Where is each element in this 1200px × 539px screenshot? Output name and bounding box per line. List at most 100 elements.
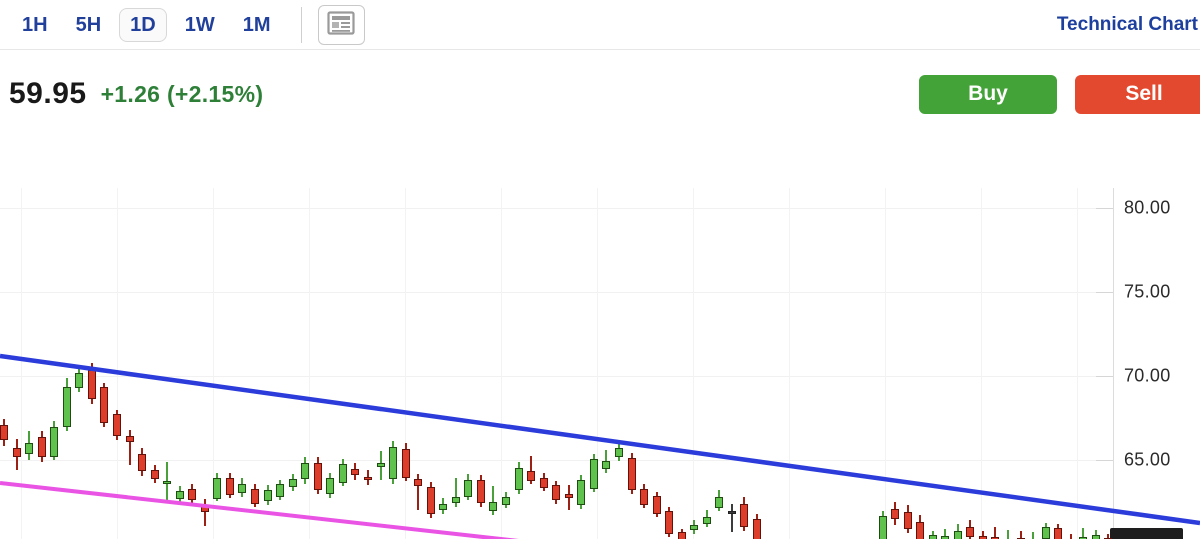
v-gridline [309, 188, 310, 539]
toolbar-divider [300, 6, 302, 43]
candle-down [313, 462, 322, 491]
candle-down [1054, 528, 1063, 539]
candle-down [251, 488, 259, 504]
candle-down [665, 511, 674, 534]
candle-wick [944, 528, 947, 539]
sell-button[interactable]: Sell [1075, 74, 1200, 114]
v-gridline [501, 188, 502, 539]
axis-tick-label: 70.00 [1124, 365, 1171, 386]
candle-up [376, 463, 385, 467]
axis-tick-label: 65.00 [1124, 449, 1171, 470]
candle-down [188, 488, 197, 501]
candle-up [276, 484, 285, 497]
technical-chart-link[interactable]: Technical Chart [1056, 13, 1198, 35]
candle-up [953, 530, 962, 539]
candle-down [112, 413, 121, 437]
axis-tick [1096, 208, 1113, 209]
price-change: +1.26 (+2.15%) [100, 80, 264, 107]
candle-wick [1094, 529, 1097, 539]
candle-down [401, 449, 410, 478]
timeframe-tab-1m[interactable]: 1M [241, 11, 273, 39]
candle-up [589, 459, 598, 489]
candle-up [690, 524, 699, 530]
candle-wick [1082, 528, 1085, 539]
candle-down [903, 512, 912, 529]
quote-row: 59.95 +1.26 (+2.15%) Buy Sell [0, 74, 1200, 114]
candle-wick [1069, 533, 1072, 539]
candle-up [213, 478, 222, 499]
candle-wick [730, 503, 733, 533]
candle-down [978, 536, 987, 539]
candle-down [138, 454, 147, 471]
candle-down [640, 488, 649, 505]
candle-down [552, 485, 561, 501]
candle-down [476, 480, 485, 503]
news-icon [327, 11, 355, 38]
candle-up [715, 496, 724, 508]
candle-down [150, 470, 159, 480]
candle-down [351, 469, 360, 476]
candle-up [464, 480, 473, 497]
candle-down [37, 437, 46, 457]
candle-up [238, 483, 247, 493]
candle-wick [1032, 532, 1035, 539]
candle-down [87, 370, 96, 399]
candle-up [75, 372, 84, 388]
candle-down [225, 478, 234, 496]
buy-button[interactable]: Buy [919, 74, 1057, 114]
candle-up [702, 517, 711, 524]
candle-up [301, 462, 310, 480]
candle-up [288, 479, 297, 487]
axis-tick [1096, 292, 1113, 293]
v-gridline [789, 188, 790, 539]
news-button[interactable] [317, 4, 365, 45]
axis-tick [1096, 460, 1113, 461]
timeframe-tabs: 1H 5H 1D 1W 1M [20, 7, 273, 42]
candle-wick [1007, 529, 1009, 539]
last-price-badge [1110, 528, 1183, 539]
candle-down [891, 508, 900, 519]
candle-down [991, 537, 1000, 539]
candle-up [263, 490, 272, 502]
timeframe-tab-1h[interactable]: 1H [20, 11, 50, 39]
axis-tick [1096, 376, 1113, 377]
candle-up [489, 502, 498, 512]
candle-down [200, 505, 209, 513]
candle-up [1079, 537, 1088, 539]
candle-up [1091, 534, 1100, 539]
h-gridline [0, 292, 1113, 293]
timeframe-tab-5h[interactable]: 5H [74, 11, 104, 39]
timeframe-tab-1w[interactable]: 1W [183, 11, 217, 39]
v-gridline [21, 188, 22, 539]
candle-down [100, 386, 109, 424]
candle-up [389, 447, 398, 480]
v-gridline [693, 188, 694, 539]
v-gridline [885, 188, 886, 539]
h-gridline [0, 376, 1113, 377]
candle-down [740, 503, 749, 528]
candle-up [514, 467, 523, 491]
candle-down [652, 496, 661, 514]
timeframe-tab-1d[interactable]: 1D [119, 7, 167, 42]
candle-down [916, 522, 925, 539]
candle-wick [1107, 533, 1110, 539]
candle-neutral [727, 511, 736, 514]
candle-down [677, 532, 686, 539]
candle-up [928, 534, 937, 539]
candle-up [602, 460, 611, 470]
last-price: 59.95 [9, 77, 87, 110]
candle-down [966, 527, 975, 538]
candle-up [577, 480, 586, 506]
candle-up [451, 496, 460, 503]
candle-down [539, 478, 548, 488]
h-gridline [0, 208, 1113, 209]
v-gridline [981, 188, 982, 539]
candle-up [338, 464, 347, 483]
candle-down [363, 476, 372, 481]
candle-wick [994, 527, 997, 539]
price-axis-line [1113, 188, 1114, 539]
candle-up [62, 386, 71, 428]
candle-down [627, 458, 636, 491]
candle-down [414, 479, 423, 487]
v-gridline [1077, 188, 1078, 539]
